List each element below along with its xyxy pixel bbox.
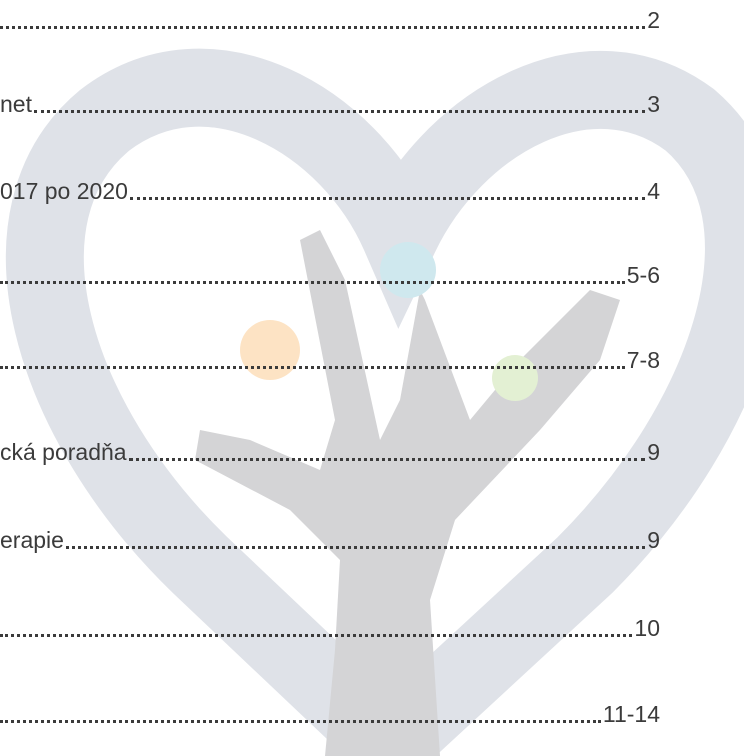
toc-title: 017 po 2020: [0, 178, 128, 204]
toc-page: 10: [634, 615, 660, 641]
dot-leader: [0, 634, 633, 637]
dot-leader: [0, 281, 625, 284]
toc-title: cká poradňa: [0, 439, 127, 465]
toc-row: 017 po 2020 4: [0, 175, 660, 205]
orange-dot: [240, 320, 300, 380]
toc-row: 7-8: [0, 344, 660, 374]
toc-row: 10: [0, 612, 660, 642]
toc-page: 9: [647, 439, 660, 465]
toc-row: 5-6: [0, 259, 660, 289]
toc-row: 2: [0, 4, 660, 34]
dot-leader: [0, 26, 646, 29]
dot-leader: [65, 546, 646, 549]
toc-row: net 3: [0, 88, 660, 118]
toc-page: 2: [647, 7, 660, 33]
dot-leader: [129, 197, 646, 200]
toc-title: net: [0, 91, 32, 117]
toc-page: 4: [647, 178, 660, 204]
toc-row: cká poradňa 9: [0, 436, 660, 466]
dot-leader: [0, 366, 625, 369]
toc-row: 11-14: [0, 698, 660, 728]
toc-title: erapie: [0, 527, 64, 553]
dot-leader: [128, 458, 646, 461]
dot-leader: [0, 720, 601, 723]
dot-leader: [33, 110, 646, 113]
toc-page: 11-14: [602, 701, 660, 727]
toc-page: 7-8: [626, 347, 660, 373]
tree: [195, 230, 620, 756]
toc-page: 5-6: [626, 262, 660, 288]
toc-page: 9: [647, 527, 660, 553]
toc-page: 3: [647, 91, 660, 117]
blue-dot: [380, 242, 436, 298]
toc-row: erapie 9: [0, 524, 660, 554]
